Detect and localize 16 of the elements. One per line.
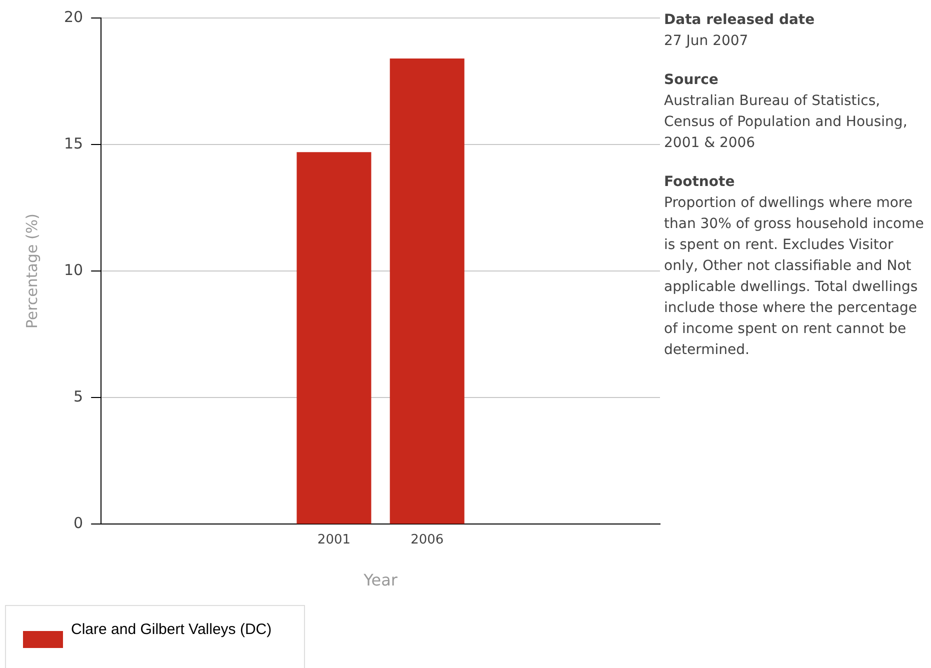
y-tick-label: 5 (74, 388, 84, 406)
text: Australian Bureau of Statistics, Census of Population and Housing, 2001 & 2006 (664, 92, 908, 153)
y-axis-title: Percentage (%) (22, 214, 41, 329)
y-tick-label: 15 (64, 134, 84, 152)
x-tick-label: 2006 (410, 532, 444, 548)
text: Proportion of dwellings where more than 30% of gross household income is spent on rent. Excludes Visitor only, Other not classifiable and Not applicable dwellings. Total dwellings include those where the percentage of income spent on rent cannot be determined. (664, 194, 925, 360)
legend-label: Clare and Gilbert Valleys (DC) (71, 621, 273, 638)
text: 27 Jun 2007 (664, 32, 750, 51)
x-tick-label: 2001 (317, 532, 351, 548)
y-tick-label: 0 (74, 514, 84, 532)
text: Footnote (664, 173, 736, 192)
text: Data released date (664, 11, 816, 30)
x-axis-title: Year (362, 570, 398, 590)
y-tick-label: 10 (64, 260, 84, 279)
y-tick-label: 20 (64, 8, 84, 26)
text: Source (664, 71, 720, 90)
